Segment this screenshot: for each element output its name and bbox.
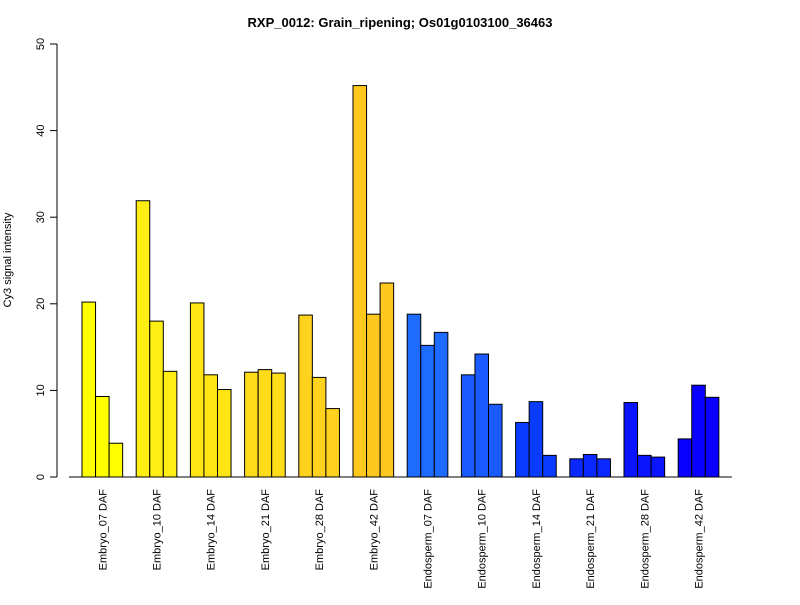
category-label: Endosperm_07 DAF	[423, 489, 435, 589]
bar	[108, 442, 124, 478]
category-label: Endosperm_28 DAF	[639, 489, 651, 589]
y-tick-label: 0	[35, 474, 47, 480]
y-axis: 0 10 20 30 40 50	[35, 38, 58, 480]
bar	[271, 372, 286, 478]
category-label: Endosperm_14 DAF	[531, 489, 543, 589]
bar	[244, 371, 259, 478]
category-label: Embryo_10 DAF	[152, 489, 164, 571]
bar	[569, 458, 584, 478]
bar	[515, 421, 530, 478]
y-tick-label: 50	[35, 38, 47, 50]
y-tick-label: 10	[35, 384, 47, 396]
y-tick-label: 20	[35, 298, 47, 310]
bar	[637, 454, 652, 478]
bar	[95, 395, 110, 478]
bar	[691, 384, 706, 478]
category-label: Embryo_21 DAF	[260, 489, 272, 571]
bar	[406, 313, 422, 478]
category-label: Embryo_14 DAF	[206, 489, 218, 571]
bar	[149, 320, 164, 478]
bar	[677, 438, 693, 478]
bar	[542, 454, 557, 478]
category-labels: Embryo_07 DAF Embryo_10 DAF Embryo_14 DAF E…	[97, 489, 705, 589]
bar	[203, 374, 218, 478]
bar	[379, 282, 395, 478]
category-label: Embryo_07 DAF	[97, 489, 109, 571]
chart-title: RXP_0012: Grain_ripening; Os01g0103100_3…	[248, 15, 553, 30]
bar	[460, 374, 476, 478]
bar	[596, 458, 611, 478]
bar	[189, 302, 205, 478]
bar	[433, 331, 449, 478]
bar	[311, 376, 327, 478]
bar	[704, 396, 720, 478]
bar	[582, 453, 598, 478]
bars-group	[81, 85, 720, 478]
y-tick-label: 40	[35, 124, 47, 136]
bar	[325, 408, 340, 478]
bar	[474, 353, 490, 478]
y-axis-label: Cy3 signal intensity	[2, 212, 14, 307]
bar	[650, 456, 666, 478]
category-label: Endosperm_10 DAF	[477, 489, 489, 589]
bar	[488, 403, 503, 478]
bar	[217, 389, 232, 478]
bar	[298, 314, 313, 478]
bar	[366, 313, 381, 478]
category-label: Endosperm_21 DAF	[585, 489, 597, 589]
bar	[352, 85, 368, 478]
category-label: Embryo_28 DAF	[314, 489, 326, 571]
bar	[257, 369, 273, 478]
category-label: Endosperm_42 DAF	[694, 489, 706, 589]
y-tick-label: 30	[35, 211, 47, 223]
bar	[162, 370, 178, 478]
bar	[81, 301, 97, 478]
category-label: Embryo_42 DAF	[368, 489, 380, 571]
bar	[420, 344, 435, 478]
bar	[528, 401, 544, 478]
bar	[135, 200, 151, 478]
bar	[623, 402, 639, 478]
